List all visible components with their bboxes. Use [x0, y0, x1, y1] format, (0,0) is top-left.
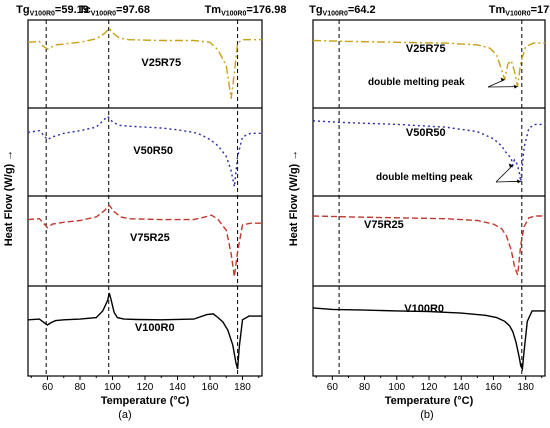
- annotation-arrow: [495, 165, 514, 183]
- series-label-v75r25: V75R25: [364, 219, 404, 231]
- reference-label-tm: TmV100R0=176.98: [205, 4, 287, 18]
- series-label-v100r0: V100R0: [404, 303, 444, 315]
- x-tick-label: 60: [42, 382, 54, 393]
- x-tick-label: 120: [137, 382, 154, 393]
- reference-label-tc: TcV100R0=97.68: [79, 4, 150, 18]
- panel-caption: (b): [420, 409, 433, 421]
- x-tick-label: 100: [388, 382, 405, 393]
- annotation-double-melting-peak: double melting peak: [376, 172, 473, 183]
- series-label-v50r50: V50R50: [406, 127, 446, 139]
- x-tick-label: 160: [202, 382, 219, 393]
- plot-frame: [312, 19, 546, 377]
- annotation-arrowhead: [508, 163, 513, 168]
- x-tick-label: 180: [234, 382, 251, 393]
- series-line-v50r50: [27, 115, 262, 187]
- series-label-v75r25: V75R25: [130, 232, 170, 244]
- x-tick-label: 100: [104, 382, 121, 393]
- reference-label-tg: TgV100R0=59.19: [16, 4, 89, 18]
- series-label-v25r75: V25R75: [141, 57, 181, 69]
- series-label-v25r75: V25R75: [406, 43, 446, 55]
- x-tick-label: 140: [453, 382, 470, 393]
- x-tick-label: 120: [421, 382, 438, 393]
- x-tick-label: 60: [327, 382, 339, 393]
- annotation-arrow: [495, 180, 521, 183]
- series-line-v75r25: [27, 204, 262, 277]
- series-line-v25r75: [27, 27, 262, 99]
- reference-label-tg: TgV100R0=64.2: [309, 4, 376, 18]
- x-axis-label: Temperature (°C): [385, 395, 474, 407]
- series-line-v50r50: [312, 120, 545, 182]
- series-label-v50r50: V50R50: [133, 145, 173, 157]
- x-tick-label: 80: [74, 382, 86, 393]
- annotation-arrowhead: [516, 179, 521, 184]
- annotation-arrowhead: [513, 84, 518, 89]
- x-tick-label: 140: [169, 382, 186, 393]
- x-axis-label: Temperature (°C): [101, 395, 190, 407]
- series-line-v100r0: [312, 307, 545, 372]
- y-axis-label: Heat Flow (W/g) →: [3, 150, 15, 247]
- panel-b: TgV100R0=64.2 TmV100R0=177.6 60 80 100 120 140…: [288, 4, 550, 421]
- series-line-v75r25: [312, 215, 545, 276]
- series-line-v100r0: [27, 292, 262, 370]
- x-tick-label: 180: [517, 382, 534, 393]
- x-tick-label: 160: [485, 382, 502, 393]
- annotation-double-melting-peak: double melting peak: [368, 77, 465, 88]
- y-axis-label: Heat Flow (W/g) →: [288, 150, 300, 247]
- annotation-arrowhead: [500, 77, 505, 82]
- panel-caption: (a): [118, 409, 131, 421]
- x-tick-label: 80: [359, 382, 371, 393]
- reference-label-tm: TmV100R0=177.6: [489, 4, 550, 18]
- series-label-v100r0: V100R0: [135, 322, 175, 334]
